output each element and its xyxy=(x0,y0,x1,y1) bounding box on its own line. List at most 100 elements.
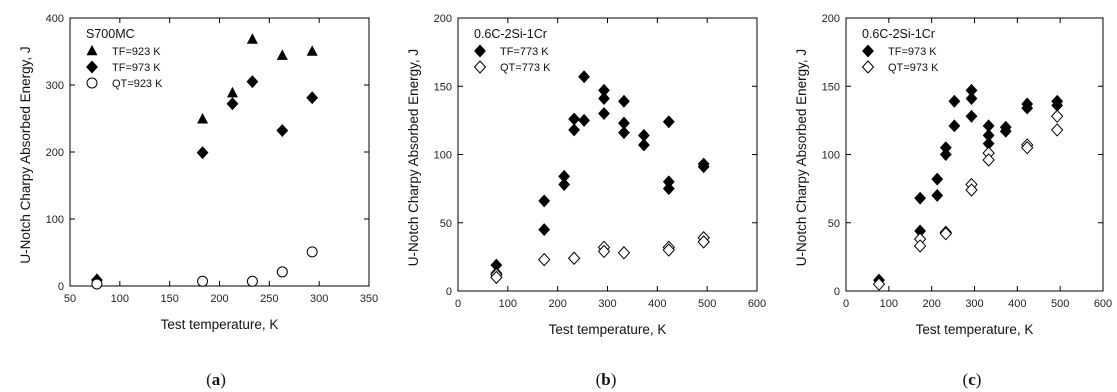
y-tick-label: 100 xyxy=(434,150,452,162)
data-point xyxy=(637,138,650,152)
y-tick-label: 200 xyxy=(822,13,840,25)
data-point xyxy=(872,277,886,291)
legend-marker xyxy=(474,44,486,58)
plot-frame xyxy=(845,17,1104,292)
data-point xyxy=(197,275,209,287)
data-point xyxy=(196,146,209,160)
data-point xyxy=(276,266,288,278)
legend-marker xyxy=(86,60,98,74)
data-point xyxy=(914,191,927,205)
x-tick-label: 0 xyxy=(455,298,461,310)
data-point xyxy=(939,226,952,241)
data-point xyxy=(662,115,675,129)
x-tick-label: 400 xyxy=(1008,298,1026,310)
data-point xyxy=(965,183,978,197)
chart-panel-a: 50 100 150 200 250 300 350 0 100 200 300 400 Test te… xyxy=(18,13,378,389)
data-point xyxy=(965,109,978,123)
data-point xyxy=(597,244,611,259)
data-point xyxy=(617,246,631,260)
data-point xyxy=(578,113,590,127)
data-point xyxy=(538,194,551,208)
data-point xyxy=(913,239,927,253)
data-point xyxy=(306,91,319,105)
data-point xyxy=(567,251,581,265)
x-tick-label: 100 xyxy=(499,298,517,310)
legend-entry: QT=773 K xyxy=(500,62,551,74)
x-tick-label: 200 xyxy=(548,298,566,310)
legend-marker xyxy=(86,44,98,56)
data-point xyxy=(246,275,258,287)
y-axis-label: U-Notch Charpy Absorbed Energy, J xyxy=(18,46,33,263)
y-tick-label: 0 xyxy=(446,286,452,298)
legend-entry: TF=923 K xyxy=(112,46,161,58)
data-point xyxy=(246,33,258,44)
x-tick-label: 250 xyxy=(260,293,278,305)
data-point xyxy=(618,126,630,140)
data-point xyxy=(982,153,995,167)
data-point xyxy=(558,178,571,191)
data-point xyxy=(91,278,103,290)
x-tick-label: 500 xyxy=(1051,298,1069,310)
x-tick-label: 600 xyxy=(1094,298,1112,310)
x-tick-label: 0 xyxy=(843,298,849,310)
y-tick-label: 300 xyxy=(46,80,64,92)
data-point xyxy=(306,45,318,56)
data-point xyxy=(226,97,239,111)
data-point xyxy=(1050,109,1064,124)
data-point xyxy=(931,172,944,186)
y-tick-label: 100 xyxy=(822,150,840,162)
data-point xyxy=(246,75,259,89)
x-axis-label: Test temperature, K xyxy=(549,322,667,337)
y-axis-label: U-Notch Charpy Absorbed Energy, J xyxy=(794,49,809,266)
data-point xyxy=(578,70,590,84)
data-point xyxy=(948,119,961,133)
x-axis-label: Test temperature, K xyxy=(161,317,279,332)
x-tick-label: 400 xyxy=(648,298,666,310)
y-tick-label: 0 xyxy=(834,286,840,298)
data-point xyxy=(1050,123,1064,137)
panel-title: S700MC xyxy=(86,27,135,41)
y-tick-label: 50 xyxy=(440,218,452,230)
data-point xyxy=(1021,140,1034,155)
panel-caption: (b) xyxy=(596,370,617,389)
data-point xyxy=(999,124,1012,138)
x-tick-label: 300 xyxy=(965,298,983,310)
data-point xyxy=(598,92,610,105)
data-point xyxy=(931,189,944,202)
y-axis-label: U-Notch Charpy Absorbed Energy, J xyxy=(406,49,421,266)
panel-title: 0.6C-2Si-1Cr xyxy=(862,27,935,41)
x-tick-label: 500 xyxy=(698,298,716,310)
data-point xyxy=(538,252,551,267)
legend-marker xyxy=(86,77,98,89)
legend-entry: QT=973 K xyxy=(888,62,939,74)
data-point xyxy=(662,182,675,196)
data-point xyxy=(538,223,551,237)
panel-caption: (c) xyxy=(963,370,982,389)
data-point xyxy=(306,246,318,258)
legend-entry: TF=973 K xyxy=(888,46,937,58)
plot-frame xyxy=(69,17,370,287)
data-point xyxy=(598,107,610,120)
y-tick-label: 100 xyxy=(46,214,64,226)
data-point xyxy=(948,94,961,108)
data-point xyxy=(226,86,238,98)
data-point xyxy=(697,235,710,249)
legend-entry: QT=923 K xyxy=(112,78,163,90)
x-tick-label: 150 xyxy=(160,293,178,305)
x-tick-label: 300 xyxy=(310,293,328,305)
data-point xyxy=(490,270,503,285)
data-point xyxy=(939,148,952,161)
x-tick-label: 350 xyxy=(360,293,378,305)
data-point xyxy=(618,94,630,108)
x-tick-label: 100 xyxy=(880,298,898,310)
y-tick-label: 50 xyxy=(828,218,840,230)
y-tick-label: 200 xyxy=(46,147,64,159)
x-tick-label: 600 xyxy=(748,298,766,310)
legend-marker xyxy=(473,60,487,74)
x-tick-label: 200 xyxy=(210,293,228,305)
y-tick-label: 200 xyxy=(434,13,452,25)
panel-title: 0.6C-2Si-1Cr xyxy=(474,27,547,41)
y-tick-label: 0 xyxy=(58,281,64,293)
y-tick-label: 150 xyxy=(822,81,840,93)
